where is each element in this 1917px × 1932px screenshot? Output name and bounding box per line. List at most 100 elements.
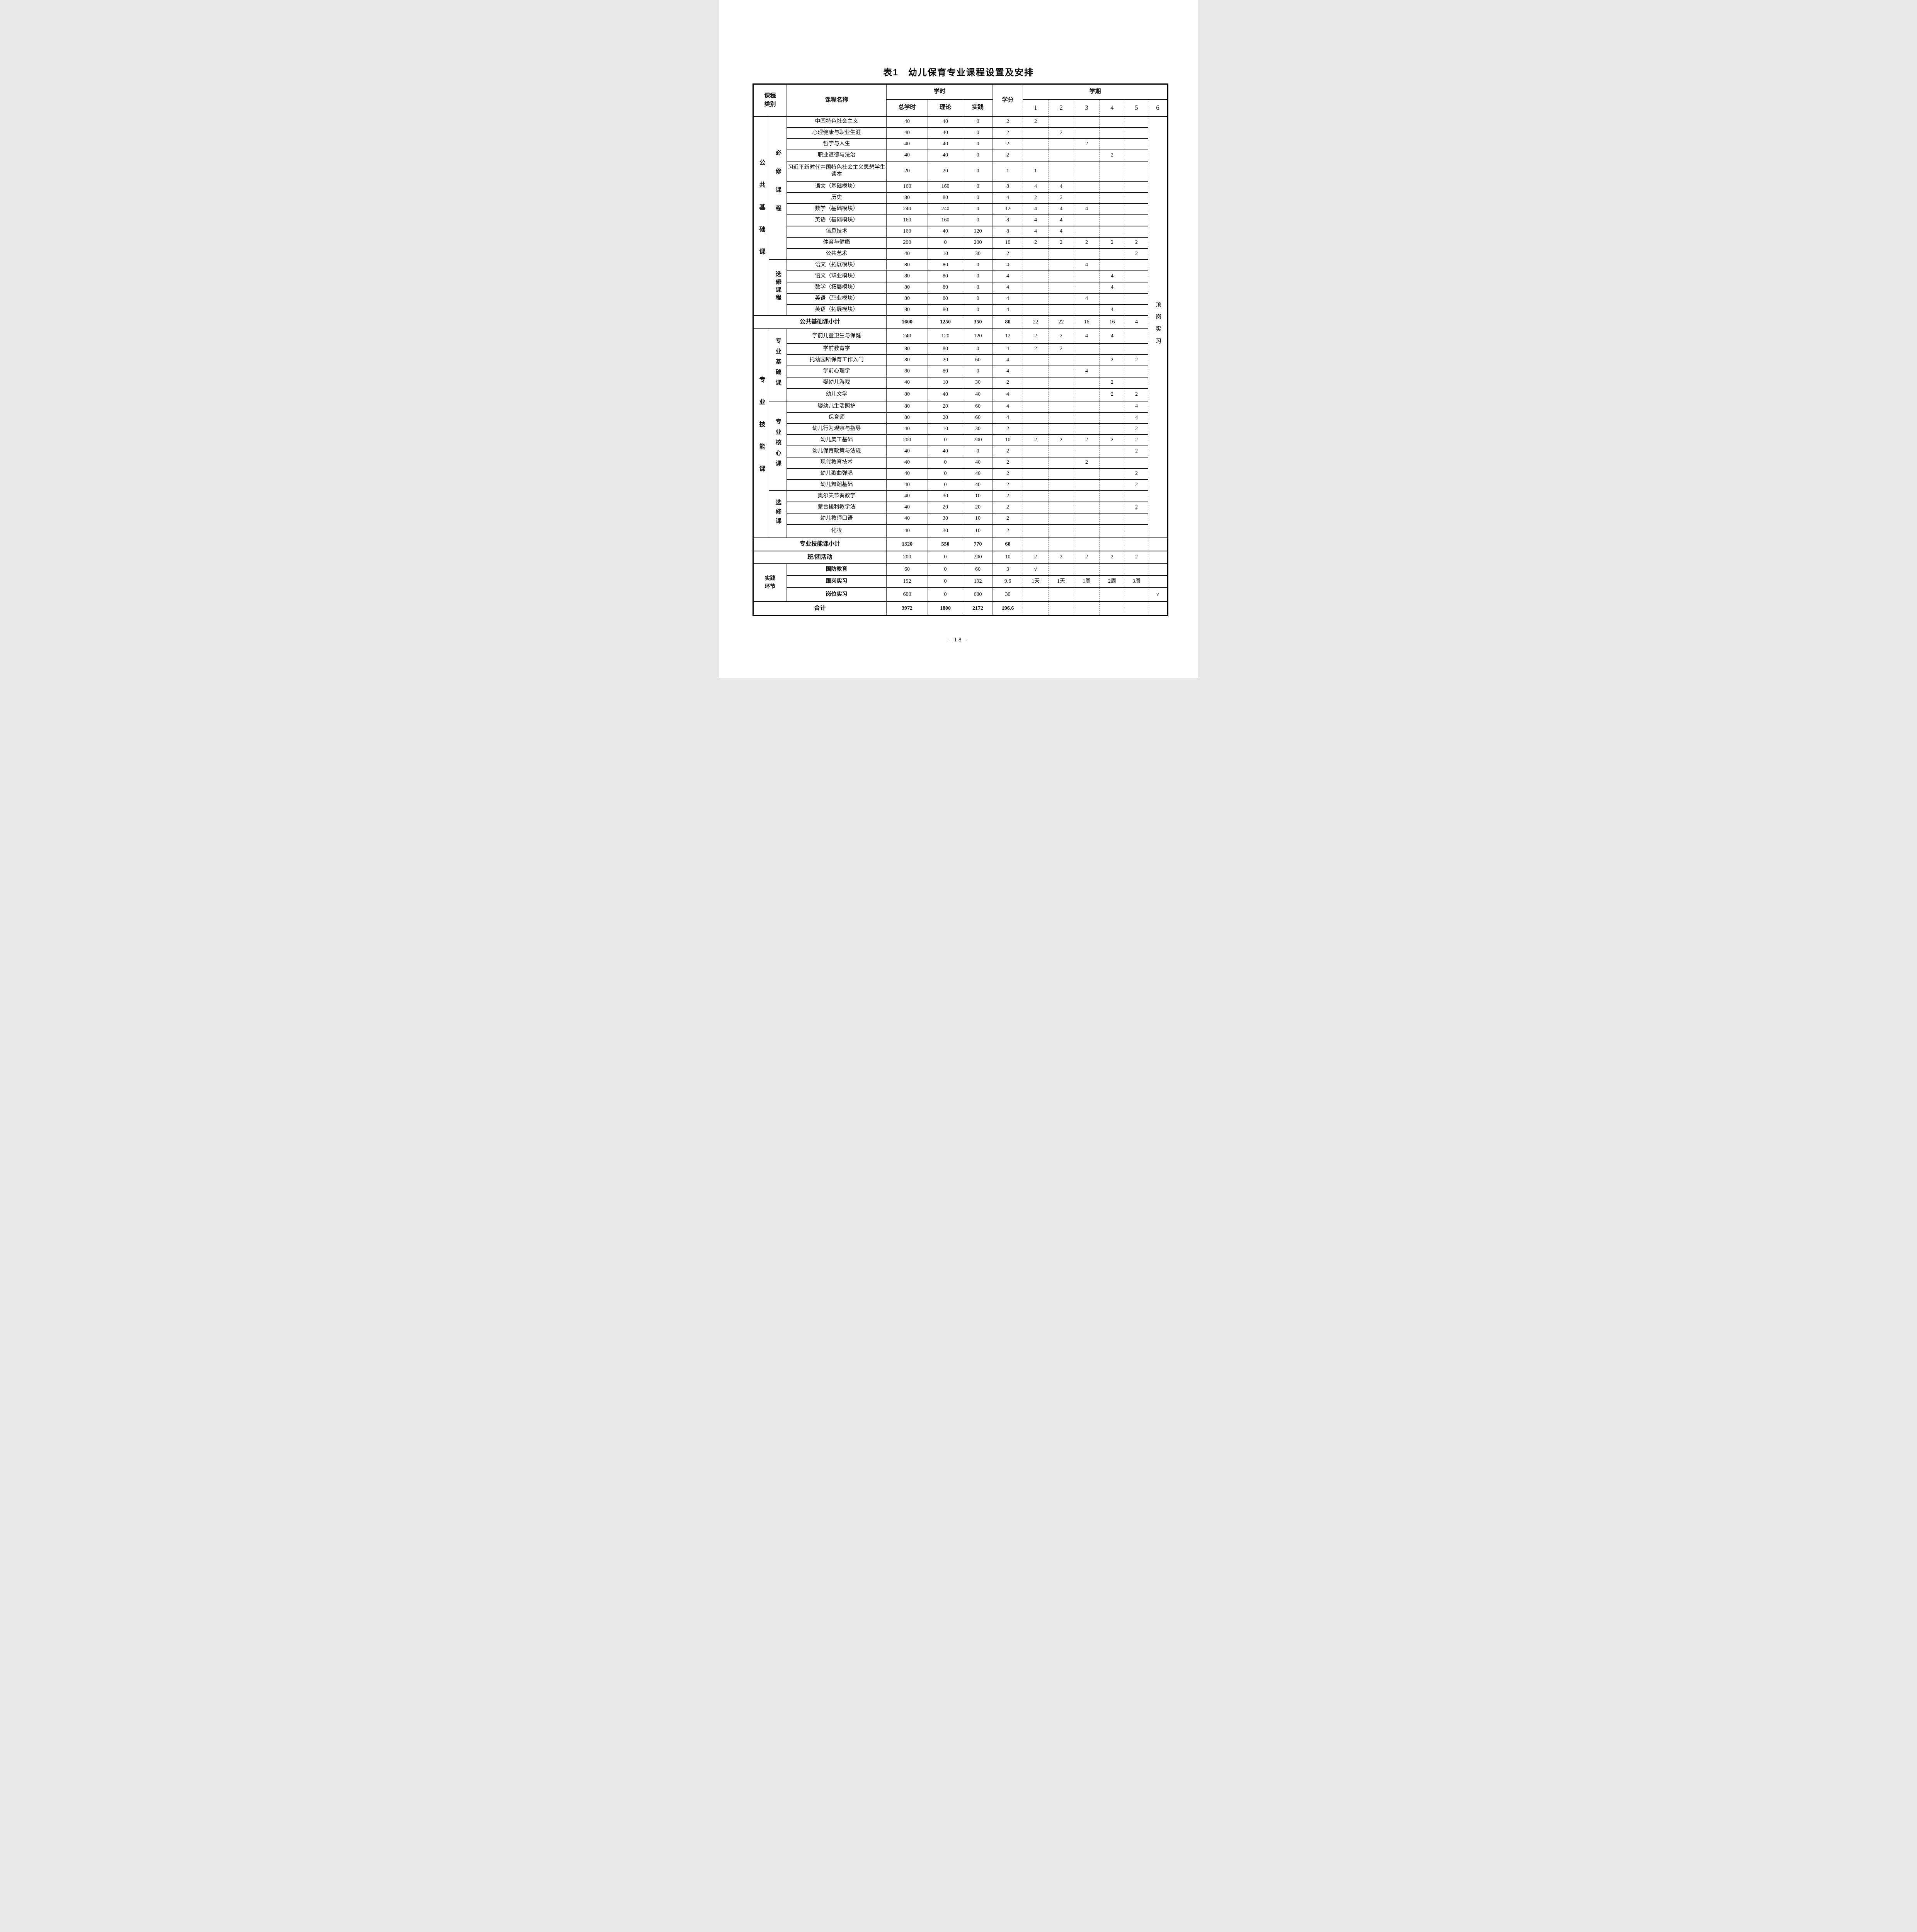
sem-6-merged-internship-cell: 顶岗实习 bbox=[1147, 116, 1168, 538]
sem-3-cell: 2 bbox=[1074, 236, 1100, 249]
sem-1-cell: 4 bbox=[1023, 203, 1049, 215]
total-hours: 80 bbox=[886, 354, 928, 366]
subtotal-label: 公共基础课小计 bbox=[753, 315, 887, 329]
sem-5-cell: 2 bbox=[1125, 479, 1148, 491]
credits: 12 bbox=[993, 328, 1023, 344]
sem-3-cell bbox=[1074, 524, 1100, 538]
table-row: 数学（基础模块） 240 240 0 12 4 4 4 bbox=[753, 203, 1168, 215]
sem-1-cell bbox=[1023, 248, 1049, 260]
sem-5-cell bbox=[1125, 376, 1148, 389]
theory-hours: 0 bbox=[928, 456, 963, 469]
sem-4-cell bbox=[1099, 365, 1125, 378]
course-name: 幼儿舞蹈基础 bbox=[787, 479, 887, 491]
practice-hours: 0 bbox=[963, 259, 993, 271]
table-row: 幼儿歌曲弹唱 40 0 40 2 2 bbox=[753, 468, 1168, 480]
course-name: 保育师 bbox=[787, 412, 887, 424]
header-course-name: 课程名称 bbox=[787, 83, 887, 117]
sem-1-cell checkmark: √ bbox=[1023, 563, 1049, 576]
sem-5-cell bbox=[1125, 512, 1148, 525]
sem-1-cell: 1天 bbox=[1023, 575, 1049, 588]
sem-2-cell bbox=[1048, 501, 1074, 514]
sem-1-cell bbox=[1023, 423, 1049, 435]
credits: 3 bbox=[993, 563, 1023, 576]
category-practice-section: 实践环节 bbox=[753, 563, 787, 602]
sem-1-cell bbox=[1023, 149, 1049, 162]
sem-1-cell: 2 bbox=[1023, 328, 1049, 344]
header-row-1: 课程类别 课程名称 学时 学分 学期 bbox=[753, 83, 1168, 117]
practice-hours: 10 bbox=[963, 490, 993, 502]
sem-3-cell: 2 bbox=[1074, 434, 1100, 446]
sem-5-cell: 3周 bbox=[1125, 575, 1148, 588]
sem-5-cell bbox=[1125, 456, 1148, 469]
credits: 2 bbox=[993, 490, 1023, 502]
sem-6-cell bbox=[1147, 575, 1168, 588]
sem-5-cell bbox=[1125, 281, 1148, 294]
total-hours: 60 bbox=[886, 563, 928, 576]
total-hours: 80 bbox=[886, 304, 928, 316]
header-semester: 学期 bbox=[1022, 83, 1168, 100]
theory-hours: 1800 bbox=[928, 601, 963, 616]
theory-hours: 30 bbox=[928, 512, 963, 525]
sem-4-cell bbox=[1099, 479, 1125, 491]
course-name: 幼儿美工基础 bbox=[787, 434, 887, 446]
sem-3-cell: 2 bbox=[1074, 550, 1100, 564]
credits: 196.6 bbox=[993, 601, 1023, 616]
course-name: 幼儿歌曲弹唱 bbox=[787, 468, 887, 480]
table-row: 选修课 奥尔夫节奏教学 40 30 10 2 bbox=[753, 490, 1168, 538]
header-sem-5: 5 bbox=[1125, 99, 1148, 117]
theory-hours: 80 bbox=[928, 293, 963, 305]
sem-4-cell bbox=[1099, 248, 1125, 260]
theory-hours: 80 bbox=[928, 270, 963, 282]
sem-1-cell bbox=[1023, 259, 1049, 271]
sem-3-cell bbox=[1074, 400, 1100, 413]
sem-5-cell bbox=[1125, 160, 1148, 182]
sem-3-cell bbox=[1074, 270, 1100, 282]
sem-3-cell bbox=[1074, 225, 1100, 238]
sem-5-cell: 2 bbox=[1125, 248, 1148, 260]
practice-hours: 40 bbox=[963, 456, 993, 469]
sem-1-cell bbox=[1023, 127, 1049, 139]
sem-5-cell: 2 bbox=[1125, 236, 1148, 249]
practice-hours: 200 bbox=[963, 236, 993, 249]
sem-5-cell bbox=[1125, 524, 1148, 538]
sem-2-cell: 2 bbox=[1048, 236, 1074, 249]
sem-2-cell bbox=[1048, 270, 1074, 282]
table-row: 托幼园所保育工作入门 80 20 60 4 2 2 bbox=[753, 354, 1168, 366]
sem-1-cell bbox=[1023, 376, 1049, 389]
practice-hours: 0 bbox=[963, 127, 993, 139]
table-row: 数学（拓展模块） 80 80 0 4 4 bbox=[753, 281, 1168, 294]
course-name: 婴幼儿游戏 bbox=[787, 376, 887, 389]
total-hours: 80 bbox=[886, 259, 928, 271]
sem-1-cell: 4 bbox=[1023, 214, 1049, 226]
subcategory-professional-basic: 专业基础课 bbox=[769, 328, 787, 401]
sem-3-cell: 4 bbox=[1074, 293, 1100, 305]
header-row-2: 总学时 理论 实践 1 2 3 4 5 6 bbox=[753, 99, 1168, 117]
post-internship-label: 顶岗实习 bbox=[1154, 301, 1161, 350]
total-hours: 40 bbox=[886, 116, 928, 128]
sem-3-cell bbox=[1074, 445, 1100, 457]
theory-hours: 160 bbox=[928, 214, 963, 226]
sem-5-cell bbox=[1125, 270, 1148, 282]
sem-4-cell bbox=[1099, 127, 1125, 139]
sem-3-cell: 4 bbox=[1074, 259, 1100, 271]
sem-3-cell bbox=[1074, 149, 1100, 162]
sem-1-cell bbox=[1023, 468, 1049, 480]
table-row: 习近平新时代中国特色社会主义思想学生读本 20 20 0 1 1 bbox=[753, 160, 1168, 182]
subtotal-label: 专业技能课小计 bbox=[753, 537, 887, 551]
sem-4-cell bbox=[1099, 343, 1125, 355]
practice-hours: 0 bbox=[963, 293, 993, 305]
course-name: 跟岗实习 bbox=[787, 575, 887, 588]
total-hours: 80 bbox=[886, 343, 928, 355]
credits: 4 bbox=[993, 259, 1023, 271]
theory-hours: 0 bbox=[928, 468, 963, 480]
sem-2-cell bbox=[1048, 601, 1074, 616]
total-hours: 40 bbox=[886, 456, 928, 469]
sem-2-cell bbox=[1048, 400, 1074, 413]
course-name: 数学（基础模块） bbox=[787, 203, 887, 215]
total-hours: 1600 bbox=[886, 315, 928, 329]
sem-4-cell: 4 bbox=[1099, 281, 1125, 294]
sem-1-cell bbox=[1023, 601, 1049, 616]
sem-5-cell bbox=[1125, 180, 1148, 193]
category-public-basic: 公共基础课 bbox=[753, 116, 769, 316]
total-hours: 200 bbox=[886, 434, 928, 446]
